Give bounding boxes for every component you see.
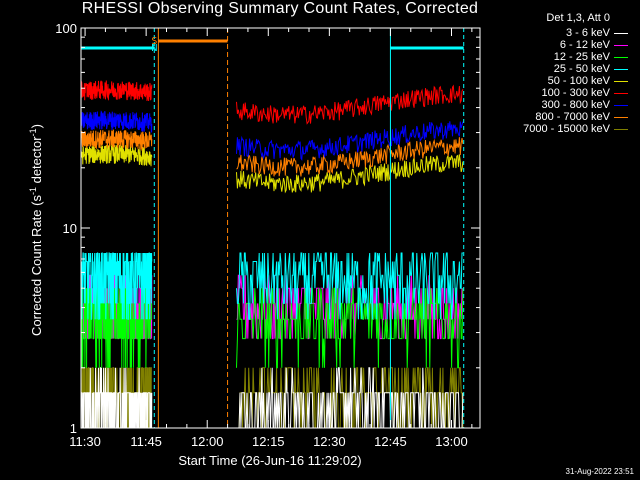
legend-swatch [614, 44, 628, 46]
x-tick-label: 11:45 [130, 434, 162, 449]
legend-swatch [614, 128, 628, 130]
timestamp-footer: 31-Aug-2022 23:51 [565, 467, 635, 476]
legend-entry: 800 - 7000 keV [482, 111, 632, 123]
saa-marker-s: S [151, 36, 157, 47]
legend: Det 1,3, Att 0 3 - 6 keV 6 - 12 keV 12 - 2… [482, 12, 632, 135]
y-tick-label: 100 [55, 21, 77, 36]
y-tick-label: 10 [63, 221, 77, 236]
y-tick-label: 1 [70, 421, 77, 436]
legend-label: 7000 - 15000 keV [523, 123, 610, 135]
legend-label: 25 - 50 keV [553, 63, 610, 75]
series-line-12-25-kev [80, 287, 153, 368]
legend-label: 50 - 100 keV [547, 75, 610, 87]
series-line-300-800-kev [236, 121, 464, 161]
series-layer [80, 80, 464, 429]
x-tick-label: 11:30 [69, 434, 101, 449]
series-line-800-7000-kev [80, 129, 153, 152]
legend-entry: 12 - 25 keV [482, 51, 632, 63]
legend-label: 3 - 6 keV [565, 27, 610, 39]
series-line-25-50-kev [236, 252, 463, 320]
legend-entry: 6 - 12 keV [482, 39, 632, 51]
series-line-7000-15000-kev [236, 367, 464, 429]
legend-label: 6 - 12 keV [559, 39, 610, 51]
legend-header: Det 1,3, Att 0 [546, 12, 610, 24]
series-line-50-100-kev [236, 154, 464, 194]
legend-entry: 25 - 50 keV [482, 63, 632, 75]
legend-entry: 7000 - 15000 keV [482, 123, 632, 135]
legend-swatch [614, 32, 628, 34]
legend-swatch [614, 68, 628, 70]
series-line-100-300-kev [236, 84, 464, 125]
legend-label: 800 - 7000 keV [535, 111, 610, 123]
legend-swatch [614, 56, 628, 58]
x-axis-label: Start Time (26-Jun-16 11:29:02) [178, 453, 362, 468]
legend-swatch [614, 92, 628, 94]
series-line-50-100-kev [80, 144, 153, 167]
series-line-300-800-kev [80, 110, 153, 134]
legend-entry: 300 - 800 keV [482, 99, 632, 111]
legend-swatch [614, 116, 628, 118]
legend-entry: 100 - 300 keV [482, 87, 632, 99]
legend-entry: 3 - 6 keV [482, 27, 632, 39]
ticks-layer: 11:30 11:45 12:00 12:15 12:30 12:45 13:00 1 10 10… [55, 21, 480, 449]
night-marker-n: N [151, 43, 157, 54]
series-line-25-50-kev [80, 252, 153, 320]
x-tick-label: 12:00 [191, 434, 224, 449]
legend-swatch [614, 104, 628, 106]
x-tick-label: 12:45 [374, 434, 407, 449]
y-axis-label: Corrected Count Rate (s-1 detector-1) [27, 124, 45, 336]
legend-label: 12 - 25 keV [553, 51, 610, 63]
series-line-100-300-kev [80, 80, 153, 102]
x-tick-label: 13:00 [435, 434, 468, 449]
legend-label: 100 - 300 keV [541, 87, 611, 99]
series-line-800-7000-kev [236, 137, 464, 177]
chart-title: RHESSI Observing Summary Count Rates, Co… [81, 0, 479, 17]
x-tick-label: 12:15 [252, 434, 285, 449]
x-tick-label: 12:30 [313, 434, 346, 449]
legend-label: 300 - 800 keV [541, 99, 611, 111]
overlay-layer: SN [80, 28, 465, 428]
legend-swatch [614, 80, 628, 82]
legend-entry: 50 - 100 keV [482, 75, 632, 87]
